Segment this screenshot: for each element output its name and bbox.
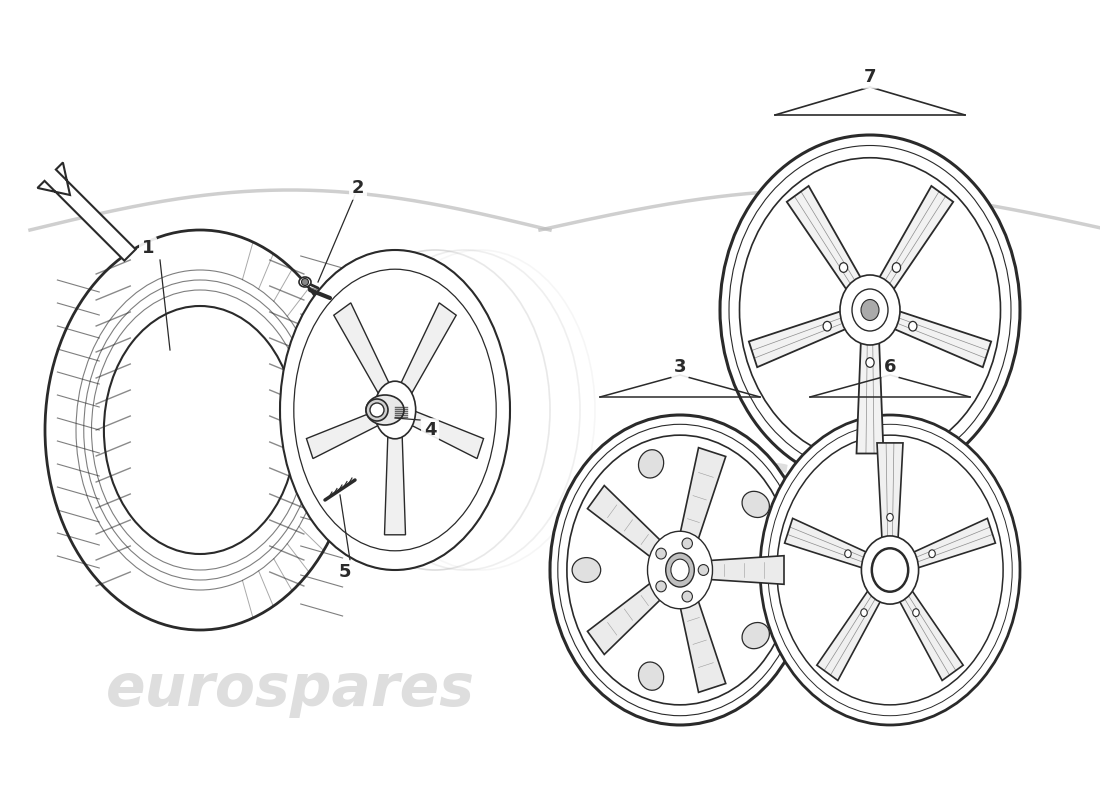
Text: 2: 2 xyxy=(352,179,364,197)
Ellipse shape xyxy=(840,275,900,345)
Text: eurospares: eurospares xyxy=(106,662,474,718)
Ellipse shape xyxy=(301,278,308,286)
Ellipse shape xyxy=(280,250,510,570)
Text: eurospares: eurospares xyxy=(106,451,474,509)
Ellipse shape xyxy=(682,538,692,549)
Text: eurospares: eurospares xyxy=(605,451,975,509)
Ellipse shape xyxy=(366,399,388,421)
Text: 1: 1 xyxy=(142,239,154,257)
Ellipse shape xyxy=(656,581,667,592)
Ellipse shape xyxy=(698,565,708,575)
Ellipse shape xyxy=(866,358,874,367)
Polygon shape xyxy=(909,518,996,570)
Ellipse shape xyxy=(823,322,832,331)
Ellipse shape xyxy=(671,559,689,581)
Polygon shape xyxy=(786,186,864,293)
Ellipse shape xyxy=(366,395,404,425)
Text: 6: 6 xyxy=(883,358,896,376)
Polygon shape xyxy=(896,586,964,681)
Ellipse shape xyxy=(928,550,935,558)
Ellipse shape xyxy=(742,622,769,649)
Polygon shape xyxy=(587,579,667,654)
Ellipse shape xyxy=(861,609,867,617)
Ellipse shape xyxy=(374,381,416,438)
Polygon shape xyxy=(333,303,392,398)
Ellipse shape xyxy=(320,250,550,570)
Polygon shape xyxy=(877,186,954,293)
Text: 3: 3 xyxy=(673,358,686,376)
Polygon shape xyxy=(890,310,991,367)
Ellipse shape xyxy=(370,403,384,417)
Polygon shape xyxy=(587,486,667,561)
Text: 5: 5 xyxy=(339,563,351,581)
Ellipse shape xyxy=(638,450,663,478)
Polygon shape xyxy=(679,448,726,546)
Ellipse shape xyxy=(682,591,692,602)
Polygon shape xyxy=(679,594,726,692)
Ellipse shape xyxy=(861,299,879,321)
Polygon shape xyxy=(385,430,406,534)
Ellipse shape xyxy=(648,531,713,609)
Ellipse shape xyxy=(892,262,901,272)
Ellipse shape xyxy=(742,491,769,518)
Polygon shape xyxy=(857,338,883,454)
Ellipse shape xyxy=(909,322,917,331)
Ellipse shape xyxy=(550,415,810,725)
Polygon shape xyxy=(398,303,456,398)
Ellipse shape xyxy=(572,558,601,582)
Ellipse shape xyxy=(913,609,920,617)
Polygon shape xyxy=(749,310,850,367)
Ellipse shape xyxy=(103,306,296,554)
Text: 7: 7 xyxy=(864,68,877,86)
Ellipse shape xyxy=(638,662,663,690)
Ellipse shape xyxy=(852,289,888,331)
Ellipse shape xyxy=(299,277,311,287)
Ellipse shape xyxy=(872,548,909,592)
Ellipse shape xyxy=(845,550,851,558)
Polygon shape xyxy=(817,586,883,681)
Polygon shape xyxy=(37,162,135,261)
Ellipse shape xyxy=(280,250,510,570)
Ellipse shape xyxy=(887,514,893,521)
Ellipse shape xyxy=(760,415,1020,725)
Text: 4: 4 xyxy=(424,421,437,439)
Ellipse shape xyxy=(666,553,694,587)
Ellipse shape xyxy=(45,230,355,630)
Ellipse shape xyxy=(656,548,667,559)
Polygon shape xyxy=(407,410,484,458)
Ellipse shape xyxy=(365,250,595,570)
Ellipse shape xyxy=(861,536,918,604)
Polygon shape xyxy=(784,518,871,570)
Polygon shape xyxy=(703,556,784,584)
Ellipse shape xyxy=(720,135,1020,485)
Polygon shape xyxy=(307,410,383,458)
Ellipse shape xyxy=(350,250,580,570)
Ellipse shape xyxy=(839,262,848,272)
Polygon shape xyxy=(877,443,903,544)
